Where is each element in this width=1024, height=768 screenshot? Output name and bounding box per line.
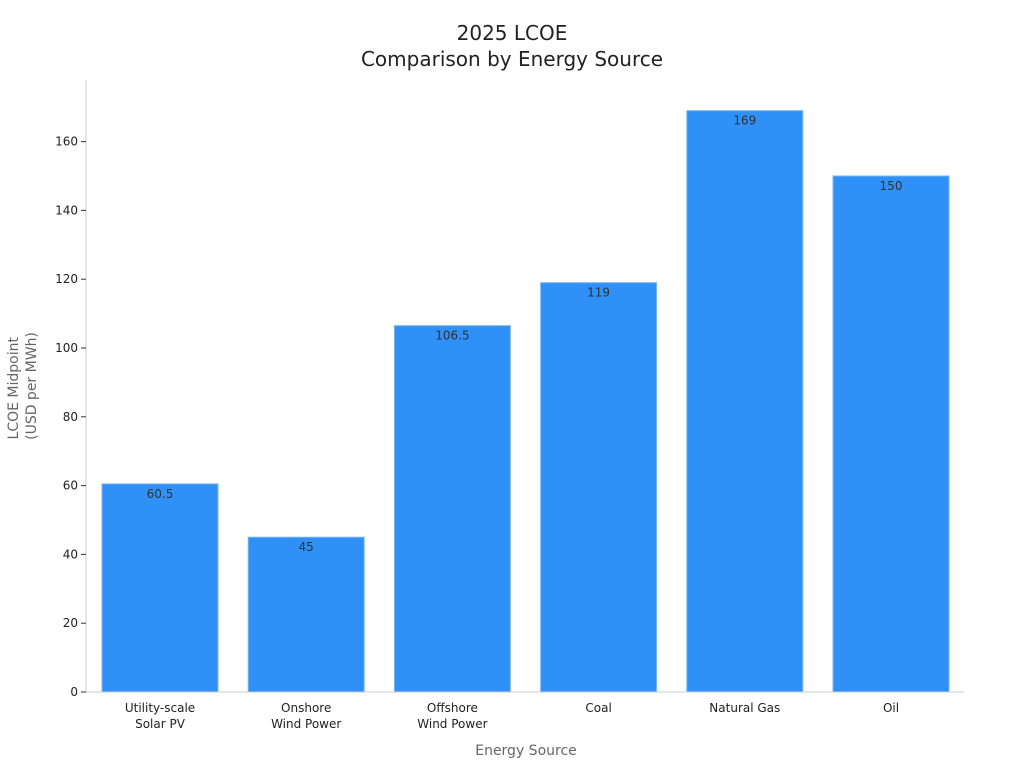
x-tick-label: Utility-scale Solar PV <box>125 701 195 731</box>
bar <box>393 325 511 693</box>
bar-value-label: 169 <box>733 114 756 128</box>
bar-value-label: 45 <box>299 540 314 554</box>
x-tick-label: Natural Gas <box>709 701 780 715</box>
x-tick-label: Coal <box>585 701 611 715</box>
bar <box>686 110 804 693</box>
bar-value-label: 150 <box>880 179 903 193</box>
axes-group: Utility-scale Solar PV Onshore Wind Power Of… <box>55 80 964 731</box>
x-tick-label: Oil <box>883 701 899 715</box>
y-axis-title-line-1: LCOE Midpoint <box>6 336 22 439</box>
y-tick-label: 60 <box>63 479 78 493</box>
bar <box>540 282 658 693</box>
bar-value-label: 106.5 <box>435 329 469 343</box>
x-axis-title: Energy Source <box>475 743 577 759</box>
y-tick-label: 0 <box>70 685 78 699</box>
y-axis-title-line-2: (USD per MWh) <box>24 332 40 440</box>
bar <box>247 536 365 693</box>
bar-value-label: 60.5 <box>147 487 174 501</box>
bar-value-label: 119 <box>587 286 610 300</box>
y-tick-label: 40 <box>63 547 78 561</box>
y-tick-label: 80 <box>63 410 78 424</box>
y-tick-label: 100 <box>55 341 78 355</box>
y-tick-label: 20 <box>63 616 78 630</box>
chart-title-line-2: Comparison by Energy Source <box>360 47 664 71</box>
bar <box>832 175 950 693</box>
chart-title-line-1: 2025 LCOE <box>456 21 568 45</box>
y-tick-label: 140 <box>55 203 78 217</box>
y-tick-label: 120 <box>55 272 78 286</box>
x-tick-label: Offshore Wind Power <box>417 701 487 731</box>
bar <box>101 483 219 693</box>
y-axis-title: LCOE Midpoint (USD per MWh) <box>6 332 40 440</box>
y-tick-label: 160 <box>55 135 78 149</box>
x-tick-label: Onshore Wind Power <box>271 701 341 731</box>
bars-group: 60.5 45 106.5 119 169 150 <box>101 110 950 693</box>
